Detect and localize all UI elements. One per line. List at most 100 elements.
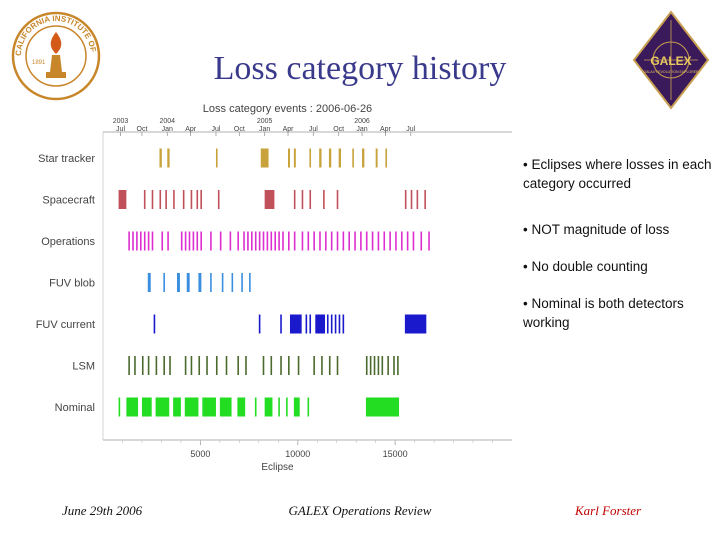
top-axis-month-label: Jul (211, 126, 220, 133)
event-bar (362, 148, 365, 168)
event-bar (225, 356, 228, 375)
event-bar (420, 231, 423, 251)
event-bar (336, 231, 339, 251)
event-bar (184, 397, 199, 417)
row-label: Star tracker (38, 153, 95, 165)
event-bar (202, 397, 216, 417)
event-bar (134, 356, 136, 375)
event-bar (286, 397, 288, 417)
row-label: FUV current (36, 319, 95, 331)
x-axis-title: Eclipse (261, 462, 294, 473)
event-bar (147, 231, 150, 251)
event-bar (288, 231, 290, 251)
top-axis-month-label: Jan (162, 126, 173, 133)
event-bar (293, 148, 296, 168)
footer-author: Karl Forster (575, 503, 642, 518)
event-bar (365, 397, 400, 417)
slide-title: Loss category history (213, 50, 507, 87)
top-axis-year-label: 2003 (113, 118, 129, 125)
event-bar (307, 397, 310, 417)
top-axis-month-label: Jan (356, 126, 367, 133)
top-axis-month-label: Apr (380, 126, 392, 133)
event-bar (395, 231, 397, 251)
event-bar (274, 231, 276, 251)
event-bar (140, 231, 142, 251)
event-bar (258, 314, 261, 334)
event-bar (141, 397, 152, 417)
event-bar (315, 314, 326, 334)
row-label: LSM (72, 361, 95, 373)
event-bar (412, 231, 415, 251)
event-bar (186, 273, 190, 292)
top-axis-month-label: Oct (234, 126, 245, 133)
event-bar (336, 190, 339, 209)
event-bar (352, 148, 354, 168)
event-bar (264, 190, 275, 209)
event-bar (132, 231, 134, 251)
top-axis-year-label: 2006 (354, 118, 370, 125)
event-bar (293, 190, 296, 209)
event-bar (377, 231, 380, 251)
event-bar (262, 231, 265, 251)
event-bar (180, 231, 183, 251)
event-bar (118, 190, 127, 209)
event-bar (400, 231, 403, 251)
event-bar (241, 273, 243, 292)
bullet-list: • Eclipses where losses in each category… (523, 155, 713, 350)
event-bar (237, 397, 246, 417)
top-axis-month-label: Apr (283, 126, 295, 133)
event-bar (128, 356, 130, 375)
event-bar (237, 356, 239, 375)
event-bar (309, 190, 312, 209)
event-bar (147, 273, 151, 292)
top-axis-year-label: 2004 (159, 118, 175, 125)
event-bar (278, 397, 280, 417)
event-bar (305, 314, 308, 334)
event-bar (143, 231, 146, 251)
event-bar (196, 190, 199, 209)
event-bar (198, 356, 201, 375)
event-bar (397, 356, 399, 375)
event-bar (188, 231, 191, 251)
event-bar (167, 231, 169, 251)
top-axis-month-label: Jan (259, 126, 270, 133)
top-axis-month-label: Oct (137, 126, 148, 133)
event-bar (184, 356, 187, 375)
event-bar (118, 397, 121, 417)
bullet-item: • NOT magnitude of loss (523, 222, 670, 237)
event-bar (424, 190, 426, 209)
event-bar (270, 231, 273, 251)
top-axis-month-label: Jul (116, 126, 125, 133)
x-tick-label: 10000 (285, 449, 310, 459)
event-bar (264, 148, 269, 168)
event-bar (231, 273, 234, 292)
event-bar (264, 397, 273, 417)
event-bar (155, 397, 170, 417)
caltech-seal-year: 1891 (32, 60, 46, 66)
event-bar (381, 356, 384, 375)
event-bar (365, 356, 368, 375)
event-bar (375, 148, 378, 168)
event-bar (258, 231, 261, 251)
event-bar (416, 190, 419, 209)
event-bar (141, 356, 144, 375)
galex-logo-text: GALEX (650, 54, 691, 68)
event-bar (266, 231, 269, 251)
row-label: Operations (41, 236, 95, 248)
event-bar (215, 148, 218, 168)
top-axis-month-label: Jul (309, 126, 318, 133)
event-bar (338, 148, 341, 168)
row-label: FUV blob (49, 278, 95, 290)
galex-logo-subtext: GALAXY EVOLUTION EXPLORER (643, 70, 699, 74)
event-bar (301, 190, 304, 209)
event-bar (221, 273, 224, 292)
event-bar (192, 231, 195, 251)
event-bar (128, 231, 130, 251)
event-bar (360, 231, 362, 251)
event-bar (387, 356, 389, 375)
event-bar (319, 148, 322, 168)
event-bar (177, 273, 180, 292)
event-bar (389, 231, 391, 251)
event-bar (143, 190, 146, 209)
x-tick-label: 15000 (383, 449, 408, 459)
